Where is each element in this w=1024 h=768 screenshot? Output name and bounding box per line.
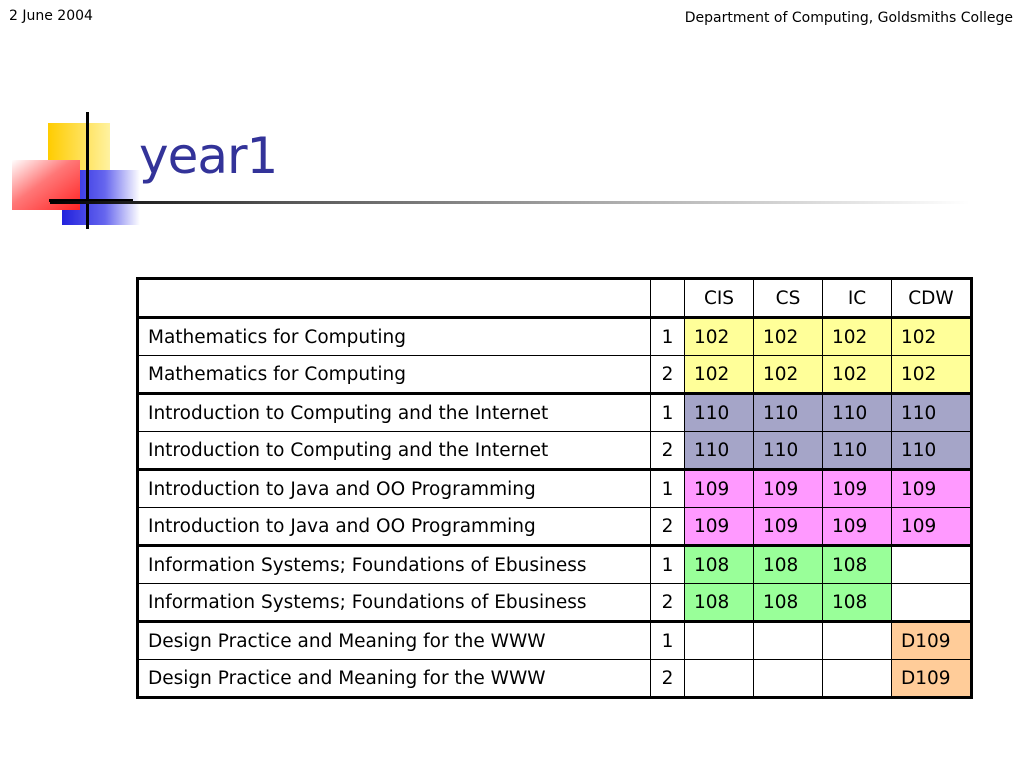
room-cell-cis: 108 (684, 544, 754, 584)
room-cell-cis: 110 (684, 431, 754, 470)
room-cell-cs: 109 (753, 468, 823, 508)
header-cell-semester (650, 278, 685, 319)
semester-cell: 1 (650, 317, 685, 356)
room-cell-cdw: D109 (891, 620, 972, 660)
semester-cell: 2 (650, 431, 685, 470)
room-cell-ic (822, 620, 892, 660)
room-cell-cs: 108 (753, 583, 823, 622)
room-cell-cdw: 109 (891, 507, 972, 546)
header-cell-cdw: CDW (891, 278, 972, 319)
table-row: Introduction to Java and OO Programming … (137, 507, 972, 546)
room-cell-ic: 110 (822, 392, 892, 432)
room-cell-cs (753, 659, 823, 698)
room-cell-cs (753, 620, 823, 660)
table-row: Introduction to Java and OO Programming … (137, 468, 972, 508)
semester-cell: 2 (650, 583, 685, 622)
title-underline (50, 201, 970, 204)
module-cell: Introduction to Java and OO Programming (137, 507, 651, 546)
room-cell-cs: 102 (753, 317, 823, 356)
module-cell: Introduction to Java and OO Programming (137, 468, 651, 508)
table-row: Design Practice and Meaning for the WWW … (137, 659, 972, 698)
semester-cell: 2 (650, 659, 685, 698)
room-cell-ic: 102 (822, 355, 892, 394)
module-cell: Introduction to Computing and the Intern… (137, 431, 651, 470)
semester-cell: 1 (650, 392, 685, 432)
room-cell-cdw (891, 544, 972, 584)
table-row: Mathematics for Computing 1 102 102 102 … (137, 317, 972, 356)
slide-date: 2 June 2004 (9, 8, 93, 24)
room-cell-cis (684, 620, 754, 660)
table-row: Mathematics for Computing 2 102 102 102 … (137, 355, 972, 394)
room-cell-ic: 108 (822, 583, 892, 622)
table-row: Information Systems; Foundations of Ebus… (137, 583, 972, 622)
table-row: Introduction to Computing and the Intern… (137, 392, 972, 432)
room-cell-cs: 110 (753, 431, 823, 470)
room-cell-cis: 109 (684, 507, 754, 546)
room-cell-cis: 110 (684, 392, 754, 432)
room-cell-cis: 108 (684, 583, 754, 622)
room-cell-cis: 102 (684, 355, 754, 394)
module-cell: Design Practice and Meaning for the WWW (137, 620, 651, 660)
room-cell-ic (822, 659, 892, 698)
room-cell-ic: 110 (822, 431, 892, 470)
decorative-logo-icon (12, 112, 140, 229)
room-cell-cs: 109 (753, 507, 823, 546)
room-cell-cdw: 110 (891, 431, 972, 470)
room-cell-ic: 109 (822, 507, 892, 546)
department-label: Department of Computing, Goldsmiths Coll… (684, 10, 1013, 26)
room-timetable: CIS CS IC CDW Mathematics for Computing … (136, 277, 973, 699)
module-cell: Information Systems; Foundations of Ebus… (137, 583, 651, 622)
room-cell-cdw (891, 583, 972, 622)
semester-cell: 2 (650, 355, 685, 394)
module-cell: Introduction to Computing and the Intern… (137, 392, 651, 432)
header-cell-module (137, 278, 651, 319)
module-cell: Information Systems; Foundations of Ebus… (137, 544, 651, 584)
room-cell-cis: 109 (684, 468, 754, 508)
room-cell-cis: 102 (684, 317, 754, 356)
header-cell-cs: CS (753, 278, 823, 319)
table-row: Information Systems; Foundations of Ebus… (137, 544, 972, 584)
table-header-row: CIS CS IC CDW (137, 278, 972, 319)
header-cell-cis: CIS (684, 278, 754, 319)
room-cell-ic: 102 (822, 317, 892, 356)
room-cell-cs: 102 (753, 355, 823, 394)
room-cell-cs: 110 (753, 392, 823, 432)
semester-cell: 2 (650, 507, 685, 546)
room-cell-cdw: 110 (891, 392, 972, 432)
module-cell: Mathematics for Computing (137, 317, 651, 356)
semester-cell: 1 (650, 468, 685, 508)
module-cell: Design Practice and Meaning for the WWW (137, 659, 651, 698)
room-cell-cdw: 109 (891, 468, 972, 508)
semester-cell: 1 (650, 620, 685, 660)
room-cell-cdw: 102 (891, 317, 972, 356)
semester-cell: 1 (650, 544, 685, 584)
room-cell-cdw: 102 (891, 355, 972, 394)
room-cell-ic: 108 (822, 544, 892, 584)
room-cell-cs: 108 (753, 544, 823, 584)
module-cell: Mathematics for Computing (137, 355, 651, 394)
slide-title: year1 (139, 127, 278, 185)
table-row: Design Practice and Meaning for the WWW … (137, 620, 972, 660)
room-cell-cdw: D109 (891, 659, 972, 698)
table-row: Introduction to Computing and the Intern… (137, 431, 972, 470)
room-cell-ic: 109 (822, 468, 892, 508)
room-cell-cis (684, 659, 754, 698)
header-cell-ic: IC (822, 278, 892, 319)
